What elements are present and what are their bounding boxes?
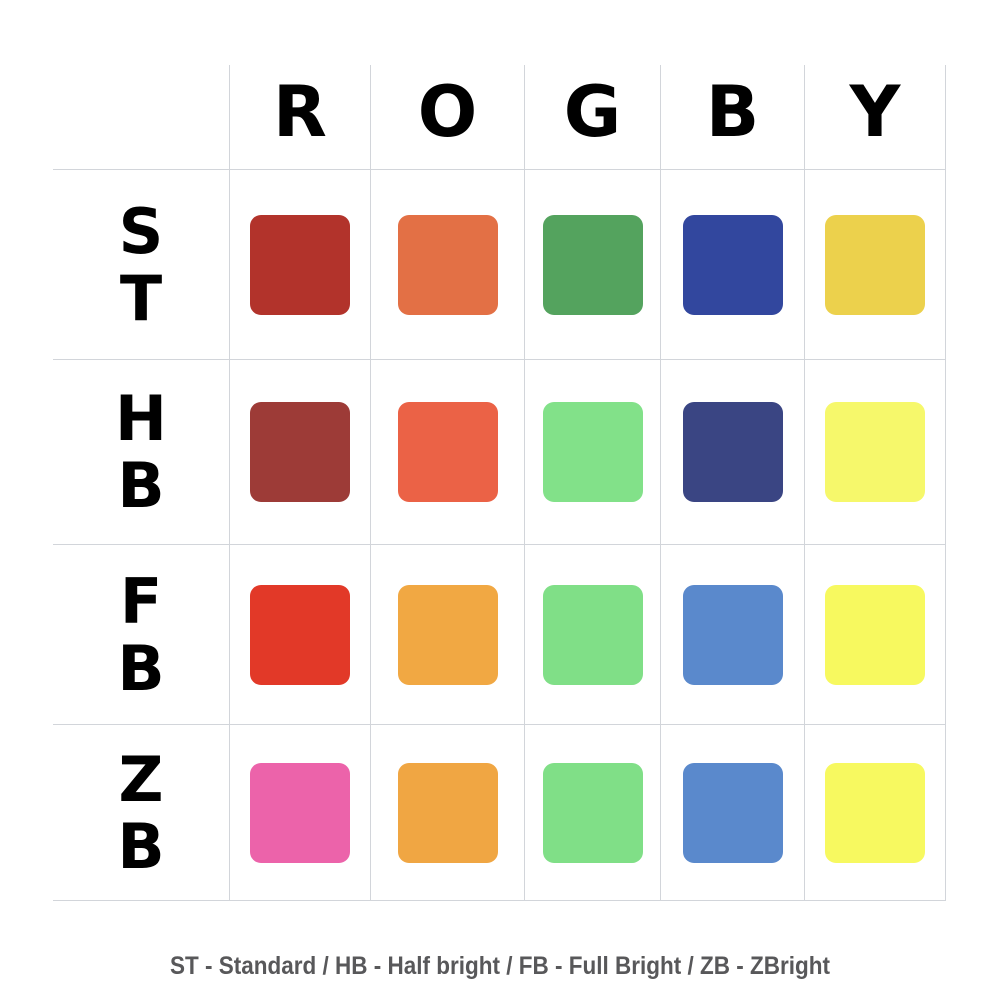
swatch-cell-ZB-G bbox=[525, 725, 661, 901]
swatch-cell-FB-O bbox=[371, 545, 525, 725]
swatch-cell-ZB-Y bbox=[805, 725, 946, 901]
swatch-cell-ZB-B bbox=[661, 725, 805, 901]
swatch-FB-O bbox=[397, 584, 498, 685]
swatch-cell-HB-R bbox=[230, 360, 371, 545]
swatch-cell-ST-G bbox=[525, 170, 661, 360]
swatch-ST-G bbox=[542, 214, 643, 315]
swatch-cell-FB-R bbox=[230, 545, 371, 725]
swatch-cell-HB-Y bbox=[805, 360, 946, 545]
swatch-ZB-Y bbox=[825, 762, 925, 863]
swatch-cell-ZB-R bbox=[230, 725, 371, 901]
col-header-R: R bbox=[230, 65, 371, 170]
swatch-FB-G bbox=[542, 584, 643, 685]
swatch-ST-R bbox=[250, 214, 350, 315]
row-label-HB: H B bbox=[53, 360, 230, 545]
swatch-FB-Y bbox=[825, 584, 925, 685]
swatch-ZB-R bbox=[250, 762, 350, 863]
swatch-cell-ST-Y bbox=[805, 170, 946, 360]
swatch-HB-Y bbox=[825, 402, 925, 502]
swatch-HB-G bbox=[542, 402, 643, 502]
row-label-FB: F B bbox=[53, 545, 230, 725]
swatch-HB-B bbox=[682, 402, 783, 502]
swatch-cell-HB-O bbox=[371, 360, 525, 545]
legend-caption: ST - Standard / HB - Half bright / FB - … bbox=[170, 952, 830, 980]
swatch-ZB-G bbox=[542, 762, 643, 863]
swatch-cell-HB-B bbox=[661, 360, 805, 545]
swatch-FB-R bbox=[250, 584, 350, 685]
swatch-cell-FB-G bbox=[525, 545, 661, 725]
swatch-cell-HB-G bbox=[525, 360, 661, 545]
swatch-cell-ST-B bbox=[661, 170, 805, 360]
swatch-FB-B bbox=[682, 584, 783, 685]
col-header-Y: Y bbox=[805, 65, 946, 170]
swatch-cell-ZB-O bbox=[371, 725, 525, 901]
swatch-ZB-B bbox=[682, 762, 783, 863]
row-label-ZB: Z B bbox=[53, 725, 230, 901]
swatch-ST-Y bbox=[825, 214, 925, 315]
col-header-B: B bbox=[661, 65, 805, 170]
swatch-cell-FB-B bbox=[661, 545, 805, 725]
col-header-O: O bbox=[371, 65, 525, 170]
corner-cell bbox=[53, 65, 230, 170]
col-header-G: G bbox=[525, 65, 661, 170]
swatch-HB-O bbox=[397, 402, 498, 502]
swatch-cell-ST-R bbox=[230, 170, 371, 360]
swatch-HB-R bbox=[250, 402, 350, 502]
swatch-ST-B bbox=[682, 214, 783, 315]
row-label-ST: S T bbox=[53, 170, 230, 360]
swatch-cell-ST-O bbox=[371, 170, 525, 360]
swatch-ZB-O bbox=[397, 762, 498, 863]
swatch-cell-FB-Y bbox=[805, 545, 946, 725]
swatch-ST-O bbox=[397, 214, 498, 315]
